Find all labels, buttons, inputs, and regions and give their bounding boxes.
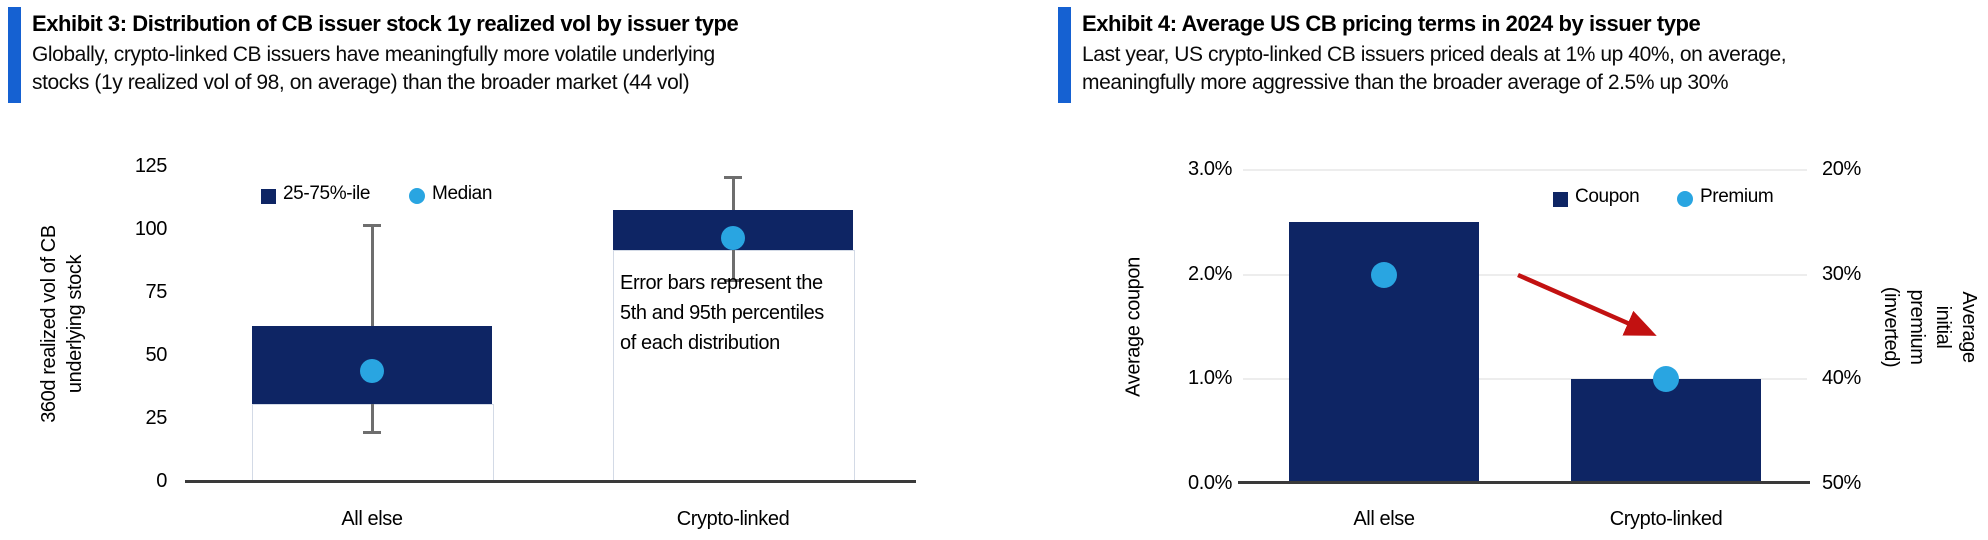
- legend-swatch-premium: [1677, 191, 1693, 207]
- legend-swatch-median: [409, 188, 425, 204]
- y-axis-tick-label: 25: [145, 407, 168, 429]
- category-label: All else: [341, 508, 403, 530]
- premium-dot: [1653, 366, 1679, 393]
- right-axis-title: Average initial premium (inverted): [1880, 286, 1980, 368]
- legend-swatch-iqr: [261, 189, 276, 204]
- x-axis-line: [1238, 481, 1810, 484]
- exhibit-4-title: Exhibit 4: Average US CB pricing terms i…: [1082, 11, 1701, 36]
- y-axis-tick-label: 75: [145, 281, 168, 303]
- y-axis-tick-label: 100: [134, 218, 168, 240]
- median-dot: [721, 225, 745, 250]
- right-axis-tick-label: 30%: [1822, 262, 1861, 285]
- legend-label-premium: Premium: [1700, 186, 1774, 207]
- right-axis-tick-label: 20%: [1822, 158, 1861, 180]
- category-label: Crypto-linked: [676, 508, 790, 530]
- median-dot: [360, 359, 384, 384]
- left-axis-tick-label: 0.0%: [1188, 472, 1232, 494]
- coupon-bar: [1571, 379, 1761, 482]
- left-axis-tick-label: 2.0%: [1188, 262, 1232, 285]
- whisker-cap-p95: [363, 223, 381, 227]
- category-label: All else: [1353, 508, 1415, 530]
- exhibit-4-bar-chart: 0.0% 1.0% 2.0% 3.0% 20% 30% 40% 50% Average coup…: [994, 0, 1988, 540]
- y-axis-tick-label: 0: [156, 470, 167, 492]
- premium-dot: [1371, 261, 1397, 288]
- right-axis-tick-label: 40%: [1822, 367, 1861, 390]
- title-accent-bar: [8, 7, 21, 103]
- exhibit-3-panel: Exhibit 3: Distribution of CB issuer sto…: [8, 7, 916, 530]
- title-accent-bar: [1058, 7, 1071, 103]
- exhibit-3-box-plot-chart: 0 25 50 75 100 125 360d realized vol of CB und…: [38, 155, 916, 530]
- exhibit-3-title: Exhibit 3: Distribution of CB issuer sto…: [32, 11, 739, 36]
- left-axis-title: Average coupon: [1122, 257, 1145, 397]
- legend-label-coupon: Coupon: [1575, 186, 1640, 207]
- exhibit-4-panel: Exhibit 4: Average US CB pricing terms i…: [994, 0, 1988, 540]
- whisker-cap-p5: [363, 430, 381, 434]
- gridline: [1243, 168, 1807, 171]
- whisker-cap-p95: [724, 176, 742, 180]
- x-axis-line: [185, 480, 916, 483]
- gridline: [1243, 378, 1807, 381]
- gridline: [1243, 273, 1807, 276]
- whisker-cap-p5: [724, 279, 742, 283]
- legend-label-iqr: 25-75%-ile: [283, 183, 371, 204]
- error-bar-note: Error bars represent the 5th and 95th pe…: [620, 272, 824, 354]
- legend-label-median: Median: [432, 183, 493, 204]
- category-label: Crypto-linked: [1609, 508, 1723, 530]
- y-axis-tick-label: 50: [145, 344, 168, 366]
- exhibit-4-subtitle: Last year, US crypto-linked CB issuers p…: [1082, 43, 1787, 94]
- y-axis-tick-label: 125: [134, 155, 168, 177]
- decline-arrow-icon: [1517, 272, 1657, 336]
- y-axis-title: 360d realized vol of CB underlying stock: [38, 225, 86, 423]
- left-axis-tick-label: 1.0%: [1188, 367, 1232, 390]
- left-axis-tick-label: 3.0%: [1188, 157, 1232, 180]
- legend-swatch-coupon: [1553, 192, 1568, 207]
- exhibit-3-subtitle: Globally, crypto-linked CB issuers have …: [32, 43, 715, 94]
- right-axis-tick-label: 50%: [1822, 472, 1861, 494]
